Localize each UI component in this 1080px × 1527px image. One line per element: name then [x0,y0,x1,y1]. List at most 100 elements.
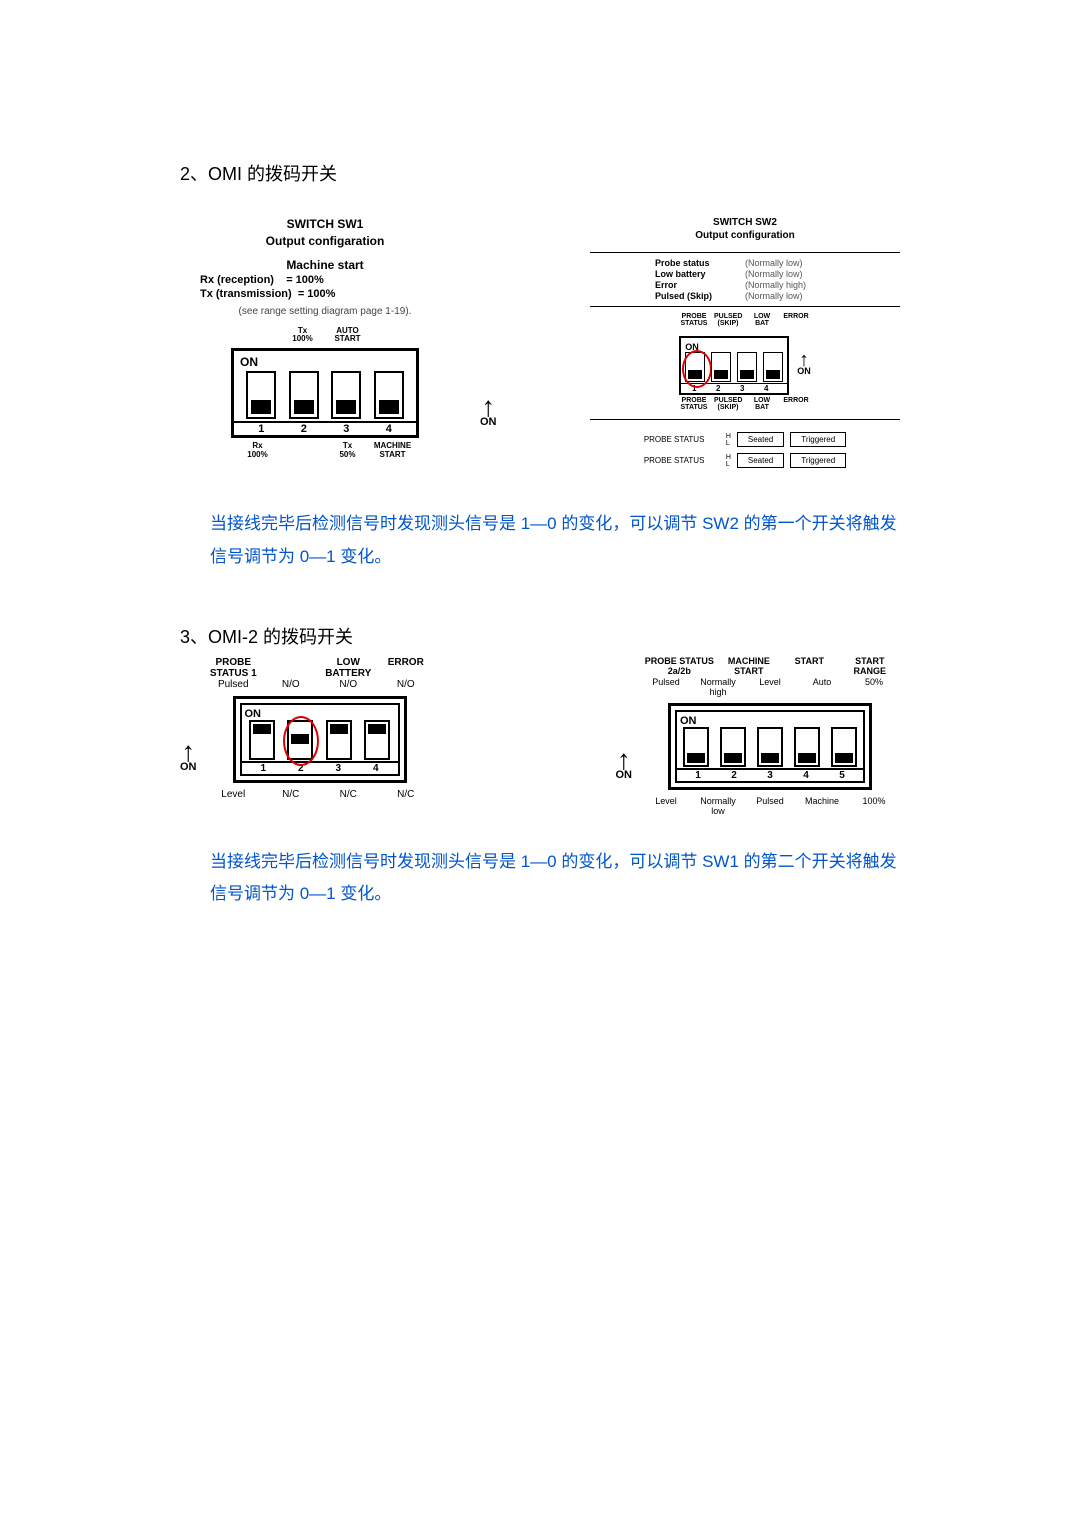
sw1-switches [240,371,410,419]
s3-left-panel: ↑ ON PROBE STATUS 1 LOW BATTERY ERROR Pu… [180,657,435,800]
s3-left-top-vals: Pulsed N/O N/O N/O [205,679,435,690]
s3-left-brace-1 [262,657,320,679]
s3-left-switch-3 [326,720,352,760]
sw2-top-label-0: PROBE STATUS [680,313,708,328]
s3-right-top-0: Pulsed [640,677,692,697]
s3-left-brace-3: ERROR [377,657,435,679]
s3-left-num-1: 1 [245,763,283,774]
section3-diagram-row: ↑ ON PROBE STATUS 1 LOW BATTERY ERROR Pu… [180,657,900,816]
sw2-row-2-k: Error [655,280,745,290]
sw2-num-1: 1 [685,384,703,393]
sw2-title-line1: SWITCH SW2 [713,217,777,228]
s3-left-arrow-label: ON [180,761,197,773]
s3-right-bot-0: Level [640,796,692,816]
s3-left-numbers: 1 2 3 4 [242,761,398,774]
sw1-tx-value: = 100% [298,288,336,300]
arrow-up-icon: ↑ [617,752,631,769]
s3-right-switch-2 [720,727,746,767]
document-page: 2、OMI 的拨码开关 SWITCH SW1 Output configarat… [0,0,1080,1020]
s3-right-dip-inner: ON 1 2 3 4 5 [675,710,865,783]
sw2-bot-label-3: ERROR [782,397,810,412]
sw2-arrow-on: ↑ ON [797,354,811,376]
sw2-dip-box: ON 1 2 3 4 [679,336,789,395]
sw2-top-label-3: ERROR [782,313,810,328]
s3-left-switch-1 [249,720,275,760]
s3-left-bot-0: Level [205,789,263,800]
sw1-subtitle: Machine start [180,258,470,272]
sw2-row-3-v: (Normally low) [745,291,835,301]
s3-right-on-text: ON [680,715,860,727]
sw1-switch-1 [246,371,276,419]
sw1-rx-value: = 100% [286,274,324,286]
s3-right-switches [680,727,860,767]
s3-right-top-4: 50% [848,677,900,697]
sw2-status-1-box2: Triggered [790,453,846,468]
sw1-panel-wrapper: SWITCH SW1 Output configaration Machine … [180,216,497,462]
section3-note: 当接线完毕后检测信号时发现测头信号是 1—0 的变化，可以调节 SW1 的第二个… [210,846,900,911]
s3-left-switch-2 [287,720,313,760]
sw2-status-0-box1: Seated [737,432,784,447]
sw1-top-label-0 [238,327,278,345]
sw1-top-label-3 [373,327,413,345]
s3-left-bot-vals: Level N/C N/C N/C [205,789,435,800]
sw2-switch-2 [711,352,731,382]
sw2-row-2-v: (Normally high) [745,280,835,290]
sw2-dip-area: ON 1 2 3 4 ↑ ON [590,336,900,395]
s3-right-brace-2: START [779,657,839,677]
sw2-title-line2: Output configuration [695,230,794,241]
s3-right-top-2: Level [744,677,796,697]
s3-right-arrow-on: ↑ ON [616,752,633,781]
hl-h: H [726,454,731,461]
sw1-top-label-1: Tx 100% [283,327,323,345]
sw2-status-area: PROBE STATUS HL Seated Triggered PROBE S… [590,419,900,468]
s3-right-top-vals: Pulsed Normally high Level Auto 50% [640,677,900,697]
sw2-top-label-1: PULSED (SKIP) [714,313,742,328]
sw1-on-text: ON [240,355,258,369]
s3-right-brace-1: MACHINE START [719,657,779,677]
sw1-num-2: 2 [301,423,307,435]
sw1-bot-labels: Rx 100% Tx 50% MACHINE START [235,442,415,460]
s3-left-dip-outer: ON 1 2 3 4 [233,696,407,783]
s3-left-bot-1: N/C [262,789,320,800]
s3-left-dip-inner: ON 1 2 3 4 [240,703,400,776]
s3-right-panel: ↑ ON PROBE STATUS 2a/2b MACHINE START ST… [616,657,901,816]
sw2-status-0-hl: HL [726,433,731,447]
sw1-bot-label-3: MACHINE START [373,442,413,460]
sw1-title-line2: Output configaration [266,234,385,248]
s3-right-num-2: 2 [716,770,752,781]
sw1-title-line1: SWITCH SW1 [287,217,364,231]
s3-left-bot-3: N/C [377,789,435,800]
s3-right-switch-5 [831,727,857,767]
sw1-num-3: 3 [343,423,349,435]
arrow-up-icon: ↑ [799,354,809,366]
sw2-row-1-k: Low battery [655,269,745,279]
arrow-up-icon: ↑ [181,744,195,761]
sw2-arrow-label: ON [797,366,811,376]
sw2-title: SWITCH SW2 Output configuration [590,216,900,242]
section2-diagram-row: SWITCH SW1 Output configaration Machine … [180,216,900,468]
s3-right-brace-row: PROBE STATUS 2a/2b MACHINE START START S… [640,657,900,677]
sw2-row-3-k: Pulsed (Skip) [655,291,745,301]
s3-right-num-1: 1 [680,770,716,781]
s3-right-brace-0: PROBE STATUS 2a/2b [640,657,719,677]
sw2-top-labels: PROBE STATUS PULSED (SKIP) LOW BAT ERROR [590,313,900,328]
s3-right-top-3: Auto [796,677,848,697]
sw1-rx-line: Rx (reception) = 100% [200,274,470,286]
hl-l: L [726,461,731,468]
sw1-bot-label-2: Tx 50% [328,442,368,460]
s3-left-brace-0: PROBE STATUS 1 [205,657,263,679]
sw2-row-3: Pulsed (Skip)(Normally low) [590,291,900,301]
sw1-title: SWITCH SW1 Output configaration [180,216,470,250]
sw2-config-table: Probe status(Normally low) Low battery(N… [590,252,900,307]
sw2-status-row-0: PROBE STATUS HL Seated Triggered [590,432,900,447]
sw2-bot-label-1: PULSED (SKIP) [714,397,742,412]
section2-note: 当接线完毕后检测信号时发现测头信号是 1—0 的变化，可以调节 SW2 的第一个… [210,508,900,573]
s3-right-switch-4 [794,727,820,767]
sw1-switch-3 [331,371,361,419]
s3-left-top-3: N/O [377,679,435,690]
s3-left-brace-row: PROBE STATUS 1 LOW BATTERY ERROR [205,657,435,679]
s3-right-num-5: 5 [824,770,860,781]
s3-left-arrow-on: ↑ ON [180,744,197,773]
sw2-switch-1 [685,352,705,382]
s3-right-num-3: 3 [752,770,788,781]
